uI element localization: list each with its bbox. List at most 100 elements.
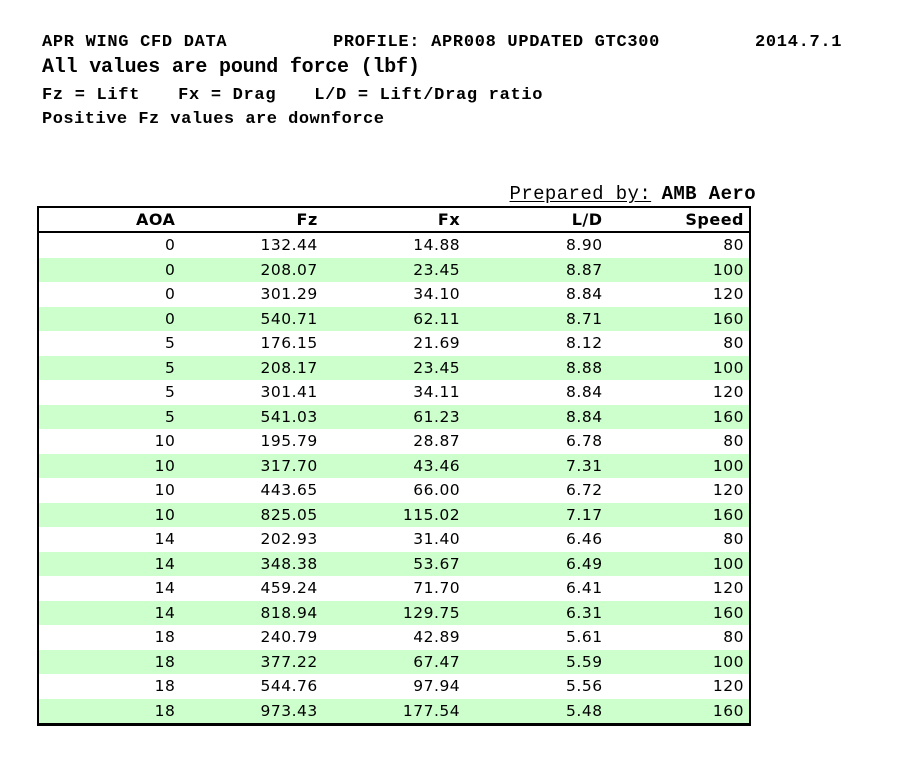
table-cell: 544.76: [260, 677, 318, 696]
table-cell: 80: [723, 530, 744, 549]
table-cell: 8.87: [566, 260, 603, 279]
table-cell: 540.71: [260, 309, 318, 328]
table-cell: 8.84: [566, 383, 603, 402]
table-cell: 10: [154, 432, 176, 451]
table-cell: 5: [165, 358, 176, 377]
table-cell: 67.47: [413, 652, 461, 671]
table-cell: 5.48: [566, 701, 603, 720]
table-cell: 818.94: [260, 603, 318, 622]
table-cell: 825.05: [260, 505, 318, 524]
table-row: 18 544.76 97.94 5.56 120: [38, 674, 750, 699]
subtitle: All values are pound force (lbf): [42, 56, 420, 79]
table-cell: 301.41: [260, 383, 318, 402]
table-cell: 0: [165, 236, 176, 255]
prepared-by-label: Prepared by:: [509, 183, 652, 205]
table-cell: 202.93: [260, 530, 318, 549]
table-cell: 100: [712, 456, 744, 475]
table-cell: 23.45: [413, 260, 461, 279]
table-cell: 5: [165, 383, 176, 402]
table-cell: 18: [154, 652, 176, 671]
column-header-fz: Fz: [180, 207, 323, 233]
table-cell: 7.31: [566, 456, 603, 475]
table-cell: 97.94: [413, 677, 461, 696]
table-cell: 18: [154, 701, 176, 720]
table-cell: 115.02: [402, 505, 461, 524]
legend-fz: Fz = Lift: [42, 86, 141, 105]
table-row: 14 202.93 31.40 6.46 80: [38, 527, 750, 552]
title-line: APR WING CFD DATA PROFILE: APR008 UPDATE…: [42, 33, 910, 55]
table-cell: 6.31: [566, 603, 603, 622]
table-cell: 8.84: [566, 285, 603, 304]
table-cell: 5.61: [566, 628, 603, 647]
table-row: 5 541.03 61.23 8.84 160: [38, 404, 750, 429]
table-cell: 10: [154, 505, 176, 524]
legend-fx: Fx = Drag: [178, 86, 277, 105]
table-row: 0 301.29 34.10 8.84 120: [38, 282, 750, 307]
table-cell: 317.70: [260, 456, 318, 475]
table-cell: 6.41: [566, 579, 603, 598]
table-cell: 8.12: [566, 334, 603, 353]
table-row: 14 348.38 53.67 6.49 100: [38, 551, 750, 576]
table-row: 0 132.44 14.88 8.90 80: [38, 232, 750, 258]
table-header-row: AOA Fz Fx L/D Speed: [38, 207, 750, 233]
table-cell: 34.11: [413, 383, 461, 402]
table-cell: 8.88: [566, 358, 603, 377]
table-cell: 42.89: [413, 628, 461, 647]
table-cell: 100: [712, 554, 744, 573]
column-header-fx: Fx: [322, 207, 466, 233]
table-cell: 5: [165, 334, 176, 353]
table-cell: 28.87: [413, 432, 461, 451]
table-cell: 62.11: [413, 309, 461, 328]
table-cell: 208.17: [260, 358, 318, 377]
table-row: 0 208.07 23.45 8.87 100: [38, 257, 750, 282]
table-cell: 10: [154, 481, 176, 500]
table-row: 5 301.41 34.11 8.84 120: [38, 380, 750, 405]
table-cell: 6.46: [566, 530, 603, 549]
table-cell: 53.67: [413, 554, 461, 573]
table-cell: 18: [154, 677, 176, 696]
table-cell: 34.10: [413, 285, 461, 304]
table-cell: 443.65: [260, 481, 318, 500]
table-cell: 71.70: [413, 579, 461, 598]
table-cell: 973.43: [260, 701, 318, 720]
table-cell: 18: [154, 628, 176, 647]
column-header-aoa: AOA: [38, 207, 181, 233]
doc-title: APR WING CFD DATA: [42, 33, 228, 52]
table-cell: 240.79: [260, 628, 318, 647]
table-cell: 160: [712, 505, 744, 524]
table-cell: 459.24: [260, 579, 318, 598]
column-header-l-d: L/D: [465, 207, 608, 233]
table-cell: 195.79: [260, 432, 318, 451]
table-cell: 23.45: [413, 358, 461, 377]
table-cell: 377.22: [260, 652, 318, 671]
table-cell: 6.49: [566, 554, 603, 573]
table-cell: 160: [712, 701, 744, 720]
table-cell: 120: [712, 383, 744, 402]
table-cell: 7.17: [566, 505, 603, 524]
legend-ld: L/D = Lift/Drag ratio: [314, 86, 544, 105]
table-cell: 0: [165, 309, 176, 328]
table-cell: 14: [154, 579, 176, 598]
table-cell: 100: [712, 260, 744, 279]
table-cell: 43.46: [413, 456, 461, 475]
table-row: 5 208.17 23.45 8.88 100: [38, 355, 750, 380]
table-cell: 5: [165, 407, 176, 426]
table-cell: 14: [154, 554, 176, 573]
table-row: 10 195.79 28.87 6.78 80: [38, 429, 750, 454]
table-cell: 80: [723, 432, 744, 451]
table-cell: 80: [723, 236, 744, 255]
table-cell: 208.07: [260, 260, 318, 279]
table-cell: 176.15: [260, 334, 318, 353]
table-cell: 0: [165, 285, 176, 304]
table-cell: 301.29: [260, 285, 318, 304]
table-cell: 8.84: [566, 407, 603, 426]
table-cell: 120: [712, 481, 744, 500]
table-cell: 541.03: [260, 407, 318, 426]
table-cell: 0: [165, 260, 176, 279]
note-line: Positive Fz values are downforce: [42, 110, 385, 129]
table-cell: 14: [154, 530, 176, 549]
doc-date: 2014.7.1: [755, 33, 843, 52]
table-cell: 8.90: [566, 236, 603, 255]
table-row: 10 443.65 66.00 6.72 120: [38, 478, 750, 503]
